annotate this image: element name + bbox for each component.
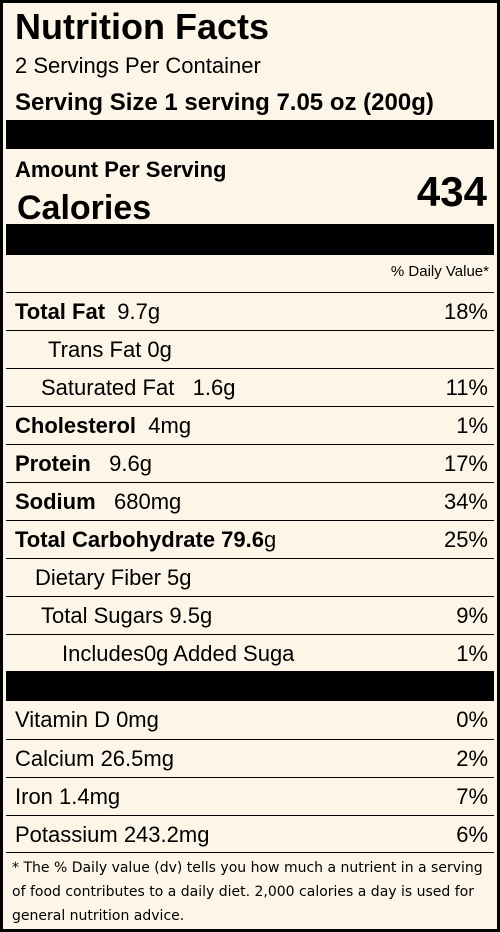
nutrient-row-dietary-fiber: Dietary Fiber 5g: [6, 558, 494, 597]
nutrient-name: Sodium 680mg: [15, 489, 182, 514]
nutrient-daily-value: 11%: [445, 375, 488, 400]
thick-divider: [6, 120, 494, 149]
vitamin-daily-value: 6%: [456, 822, 488, 847]
nutrient-daily-value: 18%: [443, 299, 488, 324]
vitamin-row-iron: Iron 1.4mg 7%: [6, 777, 494, 816]
nutrient-daily-value: 34%: [443, 489, 488, 514]
vitamin-daily-value: 0%: [456, 707, 488, 732]
label-title: Nutrition Facts: [15, 6, 270, 47]
vitamin-name: Calcium 26.5mg: [15, 746, 174, 771]
nutrient-daily-value: 1%: [456, 641, 488, 666]
nutrient-row-total-sugars: Total Sugars 9.5g 9%: [6, 596, 494, 635]
serving-size: Serving Size 1 serving 7.05 oz (200g): [15, 89, 434, 116]
nutrient-name: Dietary Fiber 5g: [35, 565, 192, 590]
nutrient-row-trans-fat: Trans Fat 0g: [6, 330, 494, 369]
calories-value: 434: [416, 168, 487, 215]
nutrient-name: Protein 9.6g: [15, 451, 152, 476]
vitamin-name: Potassium 243.2mg: [15, 822, 210, 847]
vitamin-row-vitamin-d: Vitamin D 0mg 0%: [6, 701, 494, 739]
nutrient-name: Trans Fat 0g: [48, 337, 172, 362]
nutrient-name: Cholesterol 4mg: [15, 413, 192, 438]
nutrient-name: Total Sugars 9.5g: [41, 603, 213, 628]
thick-divider: [6, 671, 494, 701]
vitamin-row-potassium: Potassium 243.2mg 6%: [6, 815, 494, 854]
footnote-divider: [6, 852, 494, 853]
nutrient-row-saturated-fat: Saturated Fat 1.6g 11%: [6, 368, 494, 407]
vitamin-name: Vitamin D 0mg: [15, 707, 159, 732]
nutrient-name: Total Fat 9.7g: [15, 299, 161, 324]
nutrient-name: Total Carbohydrate 79.6 g: [15, 527, 277, 552]
nutrient-row-added-sugars: Includes0g Added Suga 1%: [6, 634, 494, 673]
nutrient-row-cholesterol: Cholesterol 4mg 1%: [6, 406, 494, 445]
thick-divider: [6, 224, 494, 255]
vitamin-daily-value: 2%: [456, 746, 488, 771]
daily-value-header: % Daily Value*: [390, 263, 489, 280]
nutrient-daily-value: 1%: [456, 413, 488, 438]
servings-per-container: 2 Servings Per Container: [15, 53, 261, 78]
nutrient-row-total-fat: Total Fat 9.7g 18%: [6, 292, 494, 331]
nutrient-row-protein: Protein 9.6g 17%: [6, 444, 494, 483]
vitamin-daily-value: 7%: [456, 784, 488, 809]
nutrient-daily-value: 17%: [443, 451, 488, 476]
nutrient-daily-value: 9%: [456, 603, 488, 628]
vitamin-name: Iron 1.4mg: [15, 784, 121, 809]
nutrient-name: Saturated Fat 1.6g: [41, 375, 236, 400]
nutrient-daily-value: 25%: [443, 527, 488, 552]
vitamin-row-calcium: Calcium 26.5mg 2%: [6, 739, 494, 778]
nutrient-row-sodium: Sodium 680mg 34%: [6, 482, 494, 521]
nutrient-name: Includes0g Added Suga: [62, 641, 295, 666]
amount-per-serving: Amount Per Serving: [15, 157, 227, 182]
nutrient-row-total-carbohydrate: Total Carbohydrate 79.6 g 25%: [6, 520, 494, 559]
calories-label: Calories: [17, 189, 152, 227]
footnote: * The % Daily value (dv) tells you how m…: [12, 860, 483, 924]
